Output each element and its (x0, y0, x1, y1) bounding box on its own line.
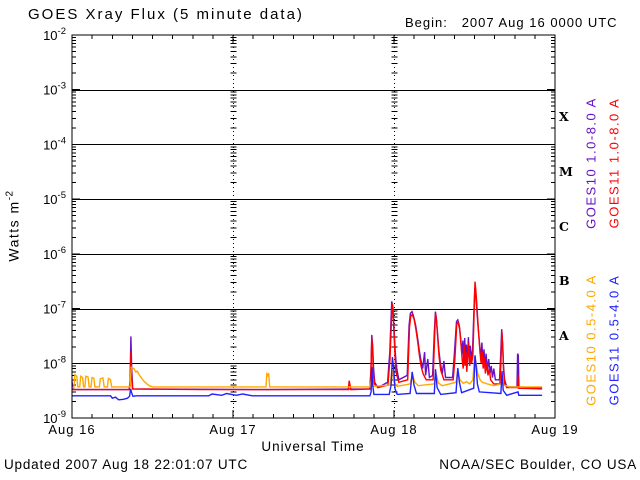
legend-goes11-short-channel: GOES11 0.5-4.0 A (606, 274, 622, 406)
y-tick-label: 10-3 (43, 81, 66, 98)
chart-title: GOES Xray Flux (5 minute data) (28, 6, 304, 23)
y-tick-label: 10-7 (43, 300, 66, 317)
plot-frame (71, 34, 556, 419)
updated-timestamp: Updated 2007 Aug 18 22:01:07 UTC (4, 457, 249, 472)
series-goes11-0-5-4-0-a (72, 355, 543, 401)
series-goes10-1-0-8-0-a (71, 287, 543, 391)
legend-goes10-short-channel: GOES10 0.5-4.0 A (583, 274, 599, 406)
legend-goes11-long-channel: GOES11 1.0-8.0 A (606, 97, 622, 229)
credit-label: NOAA/SEC Boulder, CO USA (439, 457, 637, 472)
begin-timestamp-label: Begin: 2007 Aug 16 0000 UTC (405, 15, 618, 30)
legend-goes10-long-channel: GOES10 1.0-8.0 A (583, 97, 599, 229)
y-axis-title-text: Watts m (5, 200, 22, 262)
y-tick-label: 10-6 (43, 245, 66, 262)
flare-class-b-label: B (559, 273, 570, 288)
x-tick-label: Aug 17 (209, 422, 256, 437)
y-tick-label: 10-8 (43, 354, 66, 371)
x-tick-label: Aug 16 (48, 422, 95, 437)
y-axis-title: Watts m-2 (5, 190, 22, 261)
y-axis-title-exponent: -2 (4, 190, 16, 201)
series-goes11-1-0-8-0-a (72, 281, 543, 391)
flare-class-x-label: X (559, 109, 569, 124)
flare-class-m-label: M (559, 164, 573, 179)
data-series (71, 281, 543, 401)
x-tick-label: Aug 19 (531, 422, 578, 437)
x-tick-label: Aug 18 (370, 422, 417, 437)
flare-class-c-label: C (559, 219, 569, 234)
y-tick-label: 10-2 (43, 26, 66, 43)
y-tick-label: 10-5 (43, 190, 66, 207)
y-tick-label: 10-9 (43, 409, 66, 426)
flare-class-a-label: A (559, 328, 569, 343)
x-axis-title: Universal Time (261, 439, 365, 454)
series-goes10-0-5-4-0-a (72, 356, 543, 389)
y-tick-label: 10-4 (43, 135, 66, 152)
